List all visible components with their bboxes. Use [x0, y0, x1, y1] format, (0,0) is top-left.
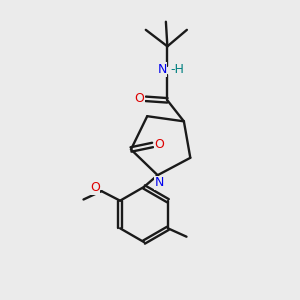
Text: N: N [157, 63, 167, 76]
Text: N: N [154, 176, 164, 189]
Text: O: O [90, 181, 100, 194]
Text: -H: -H [170, 63, 184, 76]
Text: O: O [154, 139, 164, 152]
Text: O: O [134, 92, 144, 105]
